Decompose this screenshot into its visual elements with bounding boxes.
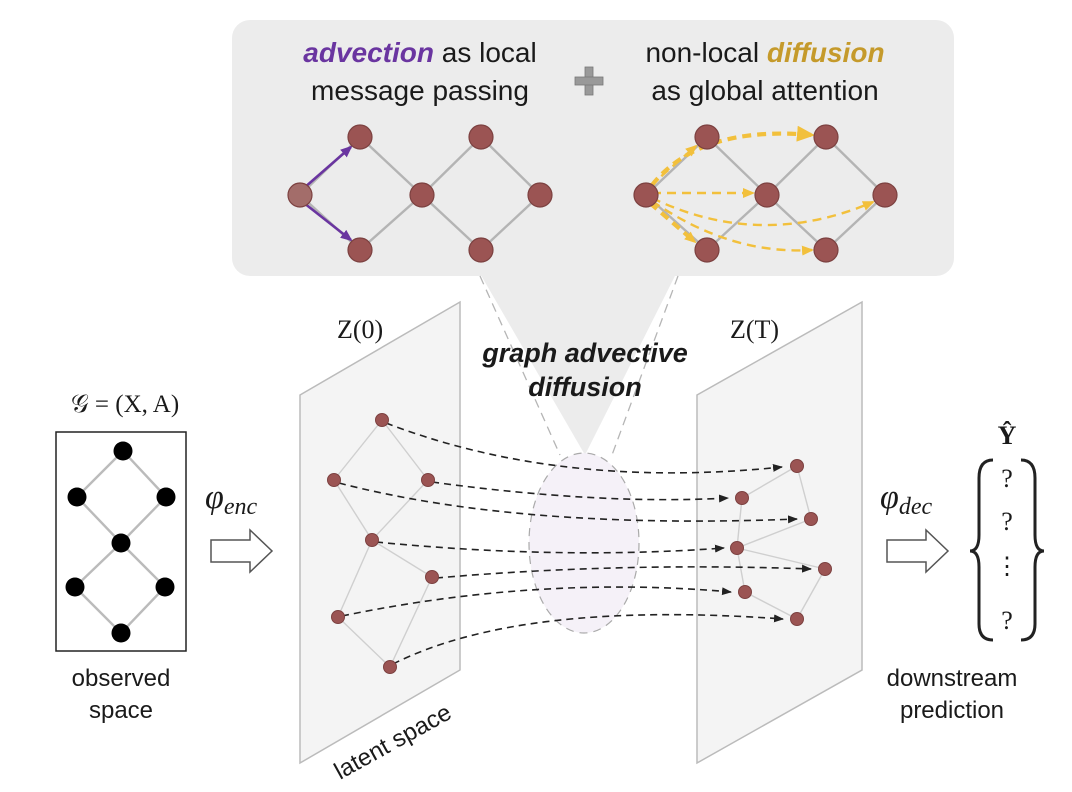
observed-graph-nodes <box>65 441 176 643</box>
advection-graph-nodes <box>287 124 553 263</box>
graph-node <box>409 182 435 208</box>
graph-node-source <box>287 182 313 208</box>
graph-node <box>813 237 839 263</box>
latent-node <box>331 610 345 624</box>
advection-arrow-down <box>303 201 353 242</box>
latent-node <box>421 473 435 487</box>
latent-node <box>365 533 379 547</box>
callout-dash-right <box>611 275 679 456</box>
mapping-arrow <box>341 586 732 617</box>
observed-node <box>155 577 175 597</box>
latent-node <box>790 612 804 626</box>
advection-rest-1: as local <box>434 37 537 68</box>
zt-label: Z(T) <box>730 315 779 344</box>
observed-node <box>113 441 133 461</box>
phi-dec-label: φdec <box>880 479 932 520</box>
observed-node <box>156 487 176 507</box>
graph-node <box>694 124 720 150</box>
diffusion-prefix: non-local <box>645 37 766 68</box>
observed-node <box>111 623 131 643</box>
latent-plane-zt <box>696 300 863 765</box>
observed-graph-edges <box>74 450 167 634</box>
diffusion-region <box>528 452 640 634</box>
latent-node <box>425 570 439 584</box>
phi-enc-label: φenc <box>205 479 257 520</box>
graph-node <box>694 237 720 263</box>
latent-node <box>735 491 749 505</box>
mapping-arrow <box>385 422 783 474</box>
attention-arrow <box>648 201 697 244</box>
top-panel-background <box>232 20 954 276</box>
graph-node <box>813 124 839 150</box>
advection-word: advection <box>303 37 434 68</box>
graph-node <box>468 124 494 150</box>
left-brace <box>969 458 994 642</box>
center-title-line2: diffusion <box>528 372 641 402</box>
mapping-arrow <box>435 564 812 579</box>
graph-node <box>527 182 553 208</box>
observed-node <box>67 487 87 507</box>
mapping-arrow <box>375 541 725 554</box>
callout-dash-left <box>479 275 561 456</box>
latent-node <box>383 660 397 674</box>
observed-node <box>111 533 131 553</box>
observed-label-line1: observed <box>72 665 171 692</box>
mapping-arrows <box>338 422 812 665</box>
z0-label: Z(0) <box>337 315 383 344</box>
mapping-arrow <box>392 613 784 665</box>
graph-node <box>347 124 373 150</box>
graph-node <box>754 182 780 208</box>
advection-heading-line1: advection as local <box>303 37 536 68</box>
attention-arrow <box>651 196 875 227</box>
graph-node-source <box>633 182 659 208</box>
decoder-arrow-icon <box>886 528 950 574</box>
prediction-entry-3: ? <box>1001 606 1013 635</box>
callout-pointer <box>478 270 678 455</box>
diffusion-heading-line2: as global attention <box>651 75 878 106</box>
diffusion-graph <box>633 124 898 263</box>
mapping-arrow <box>431 481 729 503</box>
z0-graph-edges <box>333 419 433 668</box>
z0-graph-nodes <box>327 413 439 674</box>
plus-icon <box>574 66 604 96</box>
diffusion-graph-nodes <box>633 124 898 263</box>
latent-node <box>375 413 389 427</box>
graph-node <box>468 237 494 263</box>
encoder-arrow-icon <box>210 528 274 574</box>
right-brace <box>1020 458 1045 642</box>
latent-node <box>730 541 744 555</box>
latent-node <box>818 562 832 576</box>
zt-graph-nodes <box>730 459 832 626</box>
graph-node <box>347 237 373 263</box>
downstream-label-line2: prediction <box>900 697 1004 724</box>
advection-graph <box>287 124 553 263</box>
y-hat-label: Ŷ <box>998 421 1017 450</box>
attention-arrow <box>651 200 814 256</box>
top-panel: advection as local message passing non-l… <box>232 20 954 456</box>
advection-heading-line2: message passing <box>311 75 529 106</box>
latent-plane-z0 <box>299 300 461 765</box>
prediction-vdots: ⋮ <box>995 554 1019 580</box>
attention-arrow <box>649 144 698 187</box>
latent-node <box>790 459 804 473</box>
latent-node <box>804 512 818 526</box>
latent-node <box>738 585 752 599</box>
observed-label-line2: space <box>89 697 153 724</box>
downstream-label-line1: downstream <box>887 665 1018 692</box>
mapping-arrow <box>338 482 798 524</box>
prediction-entry-1: ? <box>1001 464 1013 493</box>
latent-node <box>327 473 341 487</box>
graph-node <box>872 182 898 208</box>
prediction-entry-2: ? <box>1001 507 1013 536</box>
diffusion-heading-line1: non-local diffusion <box>645 37 884 68</box>
graph-definition: 𝒢 = (X, A) <box>71 391 179 418</box>
diffusion-word: diffusion <box>767 37 885 68</box>
observed-node <box>65 577 85 597</box>
advection-arrow-up <box>303 145 353 189</box>
center-title-line1: graph advective <box>481 338 688 368</box>
